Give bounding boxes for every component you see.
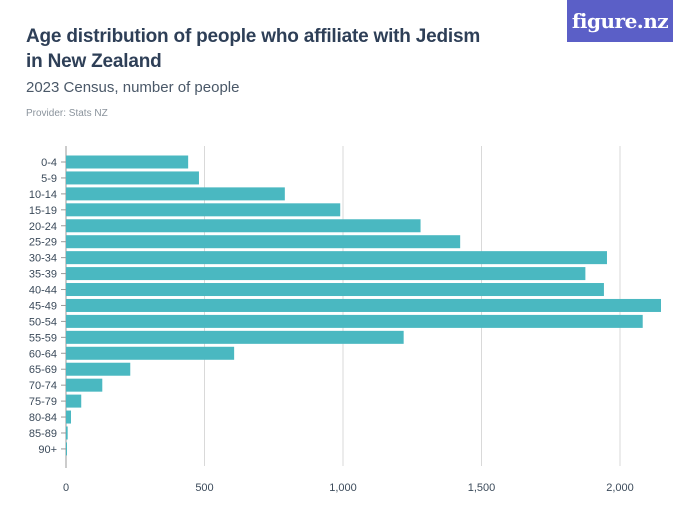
bar-0-4[interactable] [66, 155, 189, 169]
category-label: 70-74 [29, 380, 57, 392]
bar-5-9[interactable] [66, 171, 199, 185]
category-label: 55-59 [29, 332, 57, 344]
bar-40-44[interactable] [66, 283, 604, 297]
category-label: 90+ [38, 444, 57, 456]
category-label: 85-89 [29, 428, 57, 440]
logo-text: figure.nz [571, 9, 669, 33]
category-label: 0-4 [41, 157, 57, 169]
x-tick-label: 2,000 [606, 482, 634, 494]
bar-45-49[interactable] [66, 298, 661, 312]
category-label: 15-19 [29, 205, 57, 217]
bar-70-74[interactable] [66, 378, 103, 392]
x-tick-label: 500 [195, 482, 213, 494]
category-label: 10-14 [29, 189, 57, 201]
chart-subtitle: 2023 Census, number of people [26, 79, 240, 96]
chart-title: Age distribution of people who affiliate… [26, 26, 481, 72]
x-tick-label: 0 [63, 482, 69, 494]
bar-60-64[interactable] [66, 346, 235, 360]
x-tick-label: 1,000 [329, 482, 357, 494]
category-label: 25-29 [29, 237, 57, 249]
category-label: 20-24 [29, 221, 57, 233]
category-label: 80-84 [29, 412, 57, 424]
category-label: 50-54 [29, 316, 57, 328]
bar-90+[interactable] [66, 442, 67, 456]
bar-35-39[interactable] [66, 267, 586, 281]
category-label: 40-44 [29, 285, 57, 297]
bar-85-89[interactable] [66, 426, 68, 440]
figure-nz-logo[interactable]: figure.nz [567, 0, 673, 42]
x-tick-label: 1,500 [468, 482, 496, 494]
category-label: 60-64 [29, 348, 57, 360]
bar-30-34[interactable] [66, 251, 607, 265]
bar-25-29[interactable] [66, 235, 461, 249]
category-label: 35-39 [29, 269, 57, 281]
bar-65-69[interactable] [66, 362, 131, 376]
category-label: 75-79 [29, 396, 57, 408]
bar-15-19[interactable] [66, 203, 341, 217]
category-label: 45-49 [29, 300, 57, 312]
bar-20-24[interactable] [66, 219, 421, 233]
category-label: 30-34 [29, 253, 57, 265]
category-label: 65-69 [29, 364, 57, 376]
category-label: 5-9 [41, 173, 57, 185]
provider-text: Provider: Stats NZ [26, 108, 108, 119]
bar-80-84[interactable] [66, 410, 71, 424]
bar-55-59[interactable] [66, 330, 404, 344]
bar-50-54[interactable] [66, 314, 643, 328]
bar-10-14[interactable] [66, 187, 285, 201]
bar-75-79[interactable] [66, 394, 82, 408]
